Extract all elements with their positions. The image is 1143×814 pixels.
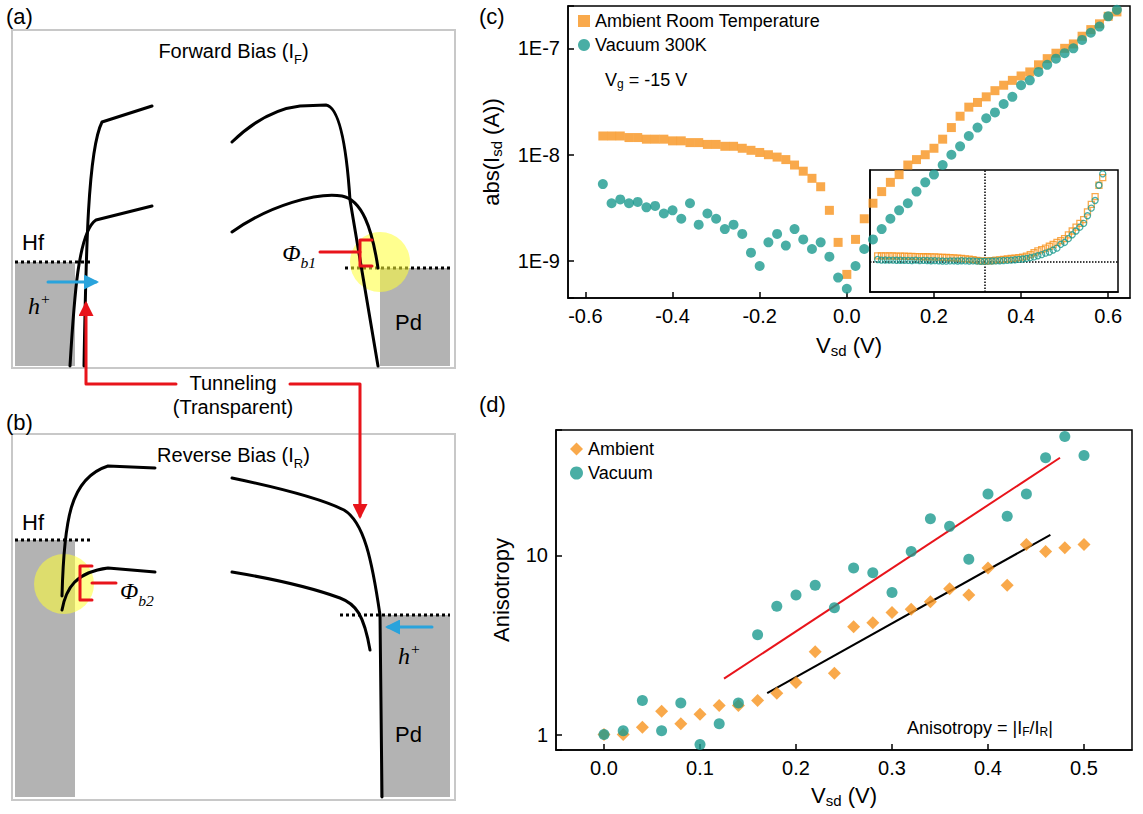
svg-text:(a): (a) [6,4,33,29]
svg-text:-0.4: -0.4 [655,305,689,327]
svg-text:|: | [1048,718,1053,738]
svg-text:sd: sd [826,792,842,809]
svg-text:Anisotropy = |I: Anisotropy = |I [907,718,1022,738]
svg-text:g: g [617,77,624,91]
svg-text:F: F [1022,725,1029,739]
svg-text:(A)): (A)) [479,98,504,141]
svg-text:1: 1 [537,724,548,746]
svg-text:1E-9: 1E-9 [518,250,560,272]
svg-text:0.5: 0.5 [1070,757,1098,779]
svg-text:Φb2: Φb2 [120,578,154,609]
svg-text:V: V [811,783,826,808]
svg-text:abs(I: abs(I [479,157,504,206]
svg-text:0.6: 0.6 [1094,305,1122,327]
svg-text:h+: h+ [398,640,421,669]
svg-text:0.4: 0.4 [974,757,1002,779]
svg-text:Ambient: Ambient [588,439,654,459]
svg-text:0.0: 0.0 [833,305,861,327]
svg-text:Tunneling: Tunneling [189,372,276,394]
svg-text:0.0: 0.0 [590,757,618,779]
svg-text:0.3: 0.3 [878,757,906,779]
svg-text:Pd: Pd [395,310,422,335]
svg-text:V: V [605,70,617,90]
svg-text:0.1: 0.1 [686,757,714,779]
svg-text:sd: sd [831,342,847,359]
svg-text:Forward Bias (IF): Forward Bias (IF) [158,40,308,67]
svg-text:(d): (d) [479,392,506,417]
svg-text:Pd: Pd [395,722,422,747]
svg-text:Vacuum 300K: Vacuum 300K [595,35,707,55]
svg-text:V: V [816,333,831,358]
svg-text:(b): (b) [6,410,33,435]
svg-text:h+: h+ [28,290,51,319]
svg-text:Hf: Hf [22,230,45,255]
svg-text:-0.6: -0.6 [568,305,602,327]
svg-text:-0.2: -0.2 [742,305,776,327]
svg-text:1E-7: 1E-7 [518,37,560,59]
svg-text:1E-8: 1E-8 [518,144,560,166]
svg-text:sd: sd [488,141,505,157]
svg-text:/I: /I [1030,718,1040,738]
svg-text:Φb1: Φb1 [282,240,316,271]
svg-text:Vacuum: Vacuum [588,463,653,483]
svg-text:Anisotropy: Anisotropy [489,538,514,642]
svg-text:0.2: 0.2 [920,305,948,327]
svg-text:Hf: Hf [22,510,45,535]
svg-text:0.4: 0.4 [1007,305,1035,327]
svg-text:Ambient Room Temperature: Ambient Room Temperature [595,11,820,31]
svg-text:= -15 V: = -15 V [624,70,688,90]
svg-text:R: R [1040,725,1049,739]
svg-text:(V): (V) [842,783,877,808]
svg-text:Reverse Bias (IR): Reverse Bias (IR) [157,444,310,471]
svg-text:10: 10 [526,544,548,566]
svg-text:(V): (V) [847,333,882,358]
svg-text:(Transparent): (Transparent) [173,396,293,418]
svg-text:(c): (c) [479,4,505,29]
svg-text:0.2: 0.2 [782,757,810,779]
